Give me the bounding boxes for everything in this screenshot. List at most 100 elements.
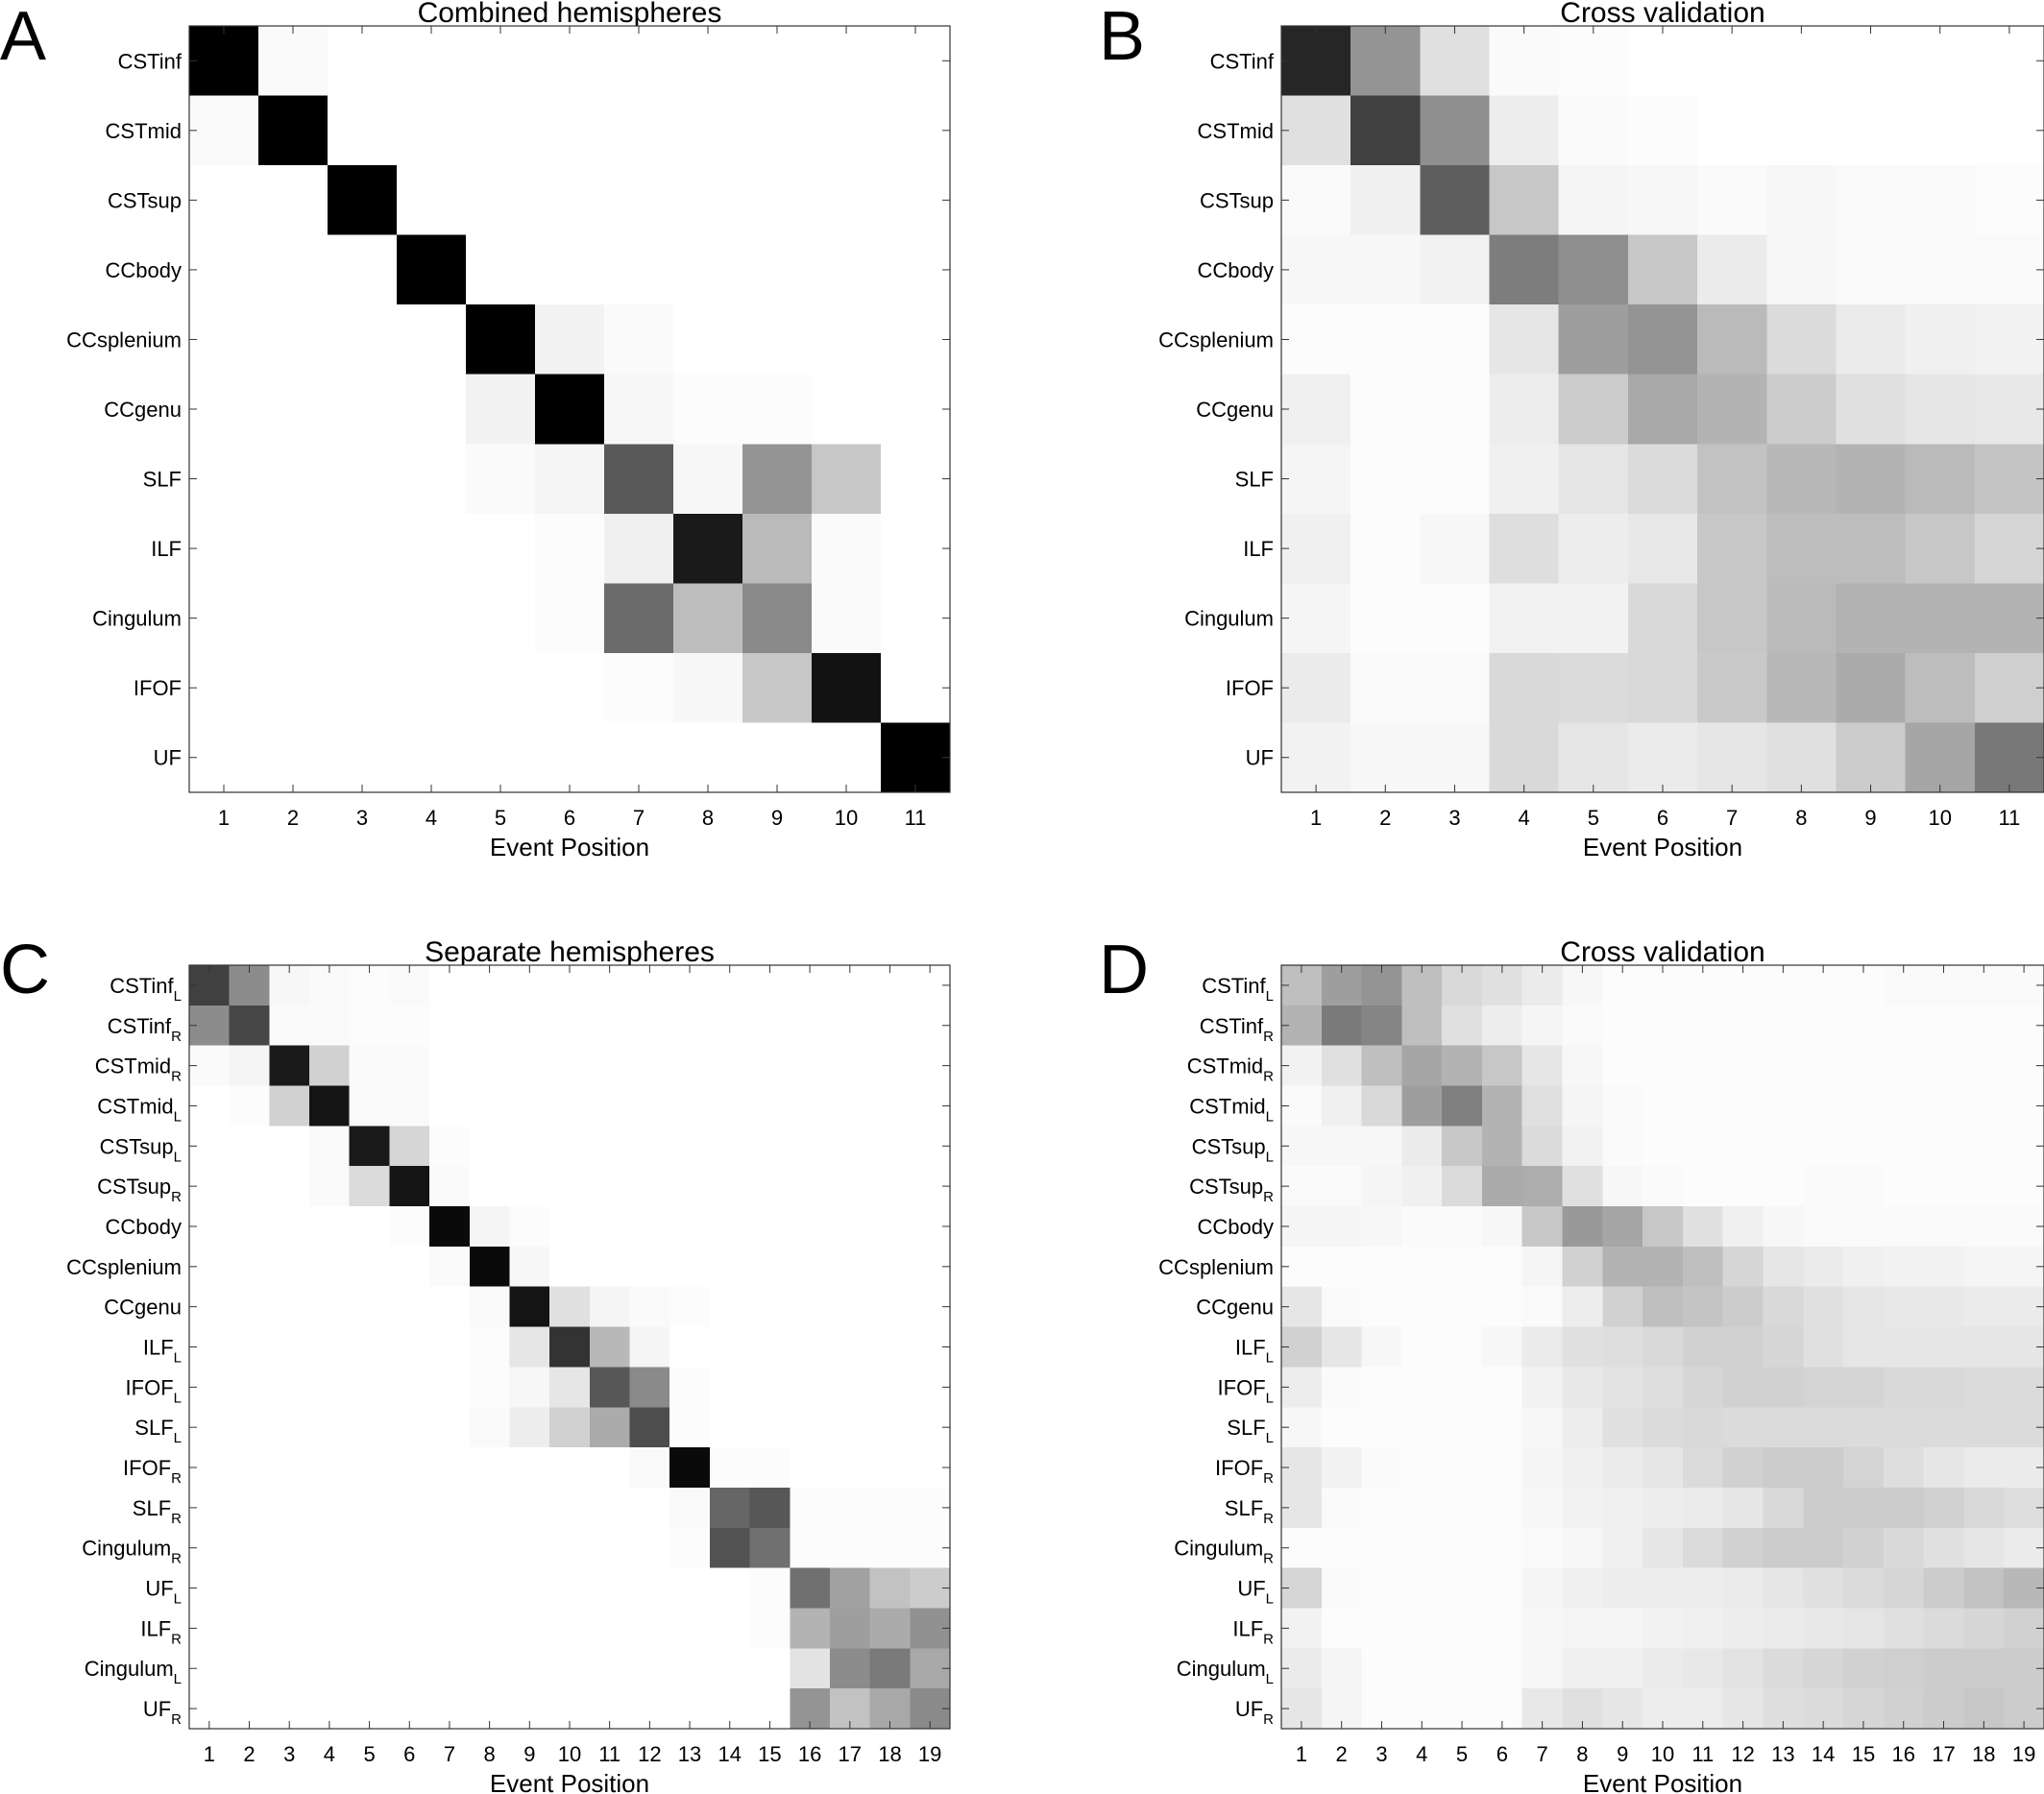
heatmap-cell bbox=[469, 1527, 511, 1569]
x-tick-label: 8 bbox=[1795, 806, 1807, 830]
y-tick-name: CCbody bbox=[1198, 258, 1274, 282]
heatmap-cell bbox=[269, 1447, 310, 1489]
y-tick-label: CSTinfR bbox=[108, 1014, 182, 1045]
heatmap-cell bbox=[1442, 1286, 1483, 1328]
heatmap-cell bbox=[1722, 1045, 1764, 1087]
heatmap-cell bbox=[869, 1527, 911, 1569]
heatmap-cell bbox=[469, 1608, 511, 1649]
heatmap-cell bbox=[869, 1005, 911, 1047]
heatmap-cell bbox=[742, 374, 813, 445]
heatmap-cell bbox=[1697, 444, 1767, 515]
y-tick-label: CCbody bbox=[1198, 1215, 1274, 1239]
heatmap-cell bbox=[1442, 1005, 1483, 1047]
heatmap-cell bbox=[349, 1648, 391, 1689]
heatmap-cell bbox=[829, 1608, 871, 1649]
y-tick-label: SLFL bbox=[134, 1416, 182, 1446]
heatmap-cell bbox=[1963, 1487, 2005, 1529]
x-tick-label: 6 bbox=[1657, 806, 1668, 830]
heatmap-cell bbox=[1836, 722, 1907, 793]
y-tick-subscript: L bbox=[1266, 1671, 1274, 1687]
heatmap-cell bbox=[829, 1447, 871, 1489]
y-tick-name: IFOF bbox=[1215, 1456, 1263, 1480]
heatmap-cell bbox=[535, 165, 605, 236]
heatmap-cell bbox=[1803, 1085, 1844, 1127]
heatmap-cell bbox=[869, 1085, 911, 1127]
heatmap-cell bbox=[469, 1005, 511, 1047]
heatmap-cell bbox=[709, 1367, 751, 1408]
heatmap-cell bbox=[1481, 1567, 1523, 1610]
heatmap-cell bbox=[1923, 1045, 1965, 1087]
heatmap-cell bbox=[669, 1326, 711, 1369]
x-tick-label: 2 bbox=[287, 806, 299, 830]
heatmap-cell bbox=[1974, 304, 2044, 376]
heatmap-cell bbox=[1697, 26, 1767, 97]
y-tick-label: CCgenu bbox=[104, 398, 182, 422]
heatmap-cell bbox=[258, 304, 328, 376]
heatmap-cell bbox=[1843, 1166, 1885, 1207]
heatmap-cell bbox=[258, 26, 328, 97]
heatmap-cell bbox=[629, 1085, 670, 1127]
heatmap-cell bbox=[1602, 1206, 1643, 1248]
heatmap-cell bbox=[742, 513, 813, 584]
heatmap-cell bbox=[629, 1527, 670, 1569]
heatmap-cell bbox=[429, 1126, 471, 1167]
y-tick-name: ILF bbox=[1243, 537, 1274, 561]
heatmap-cell bbox=[673, 95, 743, 166]
heatmap-cell bbox=[1602, 1487, 1643, 1529]
heatmap-cell bbox=[1963, 1005, 2005, 1047]
heatmap-cell bbox=[1763, 1447, 1804, 1489]
heatmap-cell bbox=[829, 1648, 871, 1689]
heatmap-cell bbox=[812, 95, 882, 166]
heatmap-cell bbox=[189, 165, 259, 236]
heatmap-cell bbox=[881, 513, 951, 584]
heatmap-cell bbox=[1722, 1567, 1764, 1610]
heatmap-cell bbox=[629, 1286, 670, 1328]
heatmap-cell bbox=[1682, 1527, 1724, 1569]
heatmap-cell bbox=[1401, 1447, 1443, 1489]
heatmap-cell bbox=[309, 1085, 351, 1127]
heatmap-cell bbox=[309, 1126, 351, 1167]
y-tick-subscript: L bbox=[1266, 1430, 1274, 1446]
heatmap-cell bbox=[1321, 1527, 1363, 1569]
heatmap-cell bbox=[389, 1608, 430, 1649]
heatmap-cell bbox=[349, 1567, 391, 1610]
heatmap-cell bbox=[749, 1286, 791, 1328]
heatmap-cell bbox=[709, 1608, 751, 1649]
heatmap-cell bbox=[1627, 234, 1698, 305]
heatmap-cell bbox=[1602, 1367, 1643, 1408]
y-tick-label: CingulumR bbox=[82, 1537, 182, 1567]
heatmap-cell bbox=[749, 1527, 791, 1569]
heatmap-cell bbox=[269, 1567, 310, 1610]
heatmap-cell bbox=[1521, 1005, 1564, 1047]
heatmap-cell bbox=[1923, 1407, 1965, 1448]
heatmap-cell bbox=[1420, 722, 1491, 793]
heatmap-cell bbox=[1521, 1407, 1564, 1448]
y-tick-name: CCsplenium bbox=[66, 1255, 182, 1279]
heatmap-cell bbox=[1602, 1005, 1643, 1047]
y-tick-name: SLF bbox=[134, 1416, 173, 1440]
heatmap-cell bbox=[589, 1085, 631, 1127]
heatmap-cell bbox=[1420, 95, 1491, 166]
heatmap-cell bbox=[229, 1567, 270, 1610]
heatmap-cell bbox=[535, 652, 605, 724]
heatmap-cell bbox=[549, 1085, 591, 1127]
heatmap-cell bbox=[1923, 1608, 1965, 1649]
heatmap-cell bbox=[1923, 1166, 1965, 1207]
x-tick-label: 14 bbox=[718, 1742, 741, 1766]
heatmap-cell bbox=[1602, 1567, 1643, 1610]
heatmap-cell bbox=[1722, 1407, 1764, 1448]
heatmap-cell bbox=[1682, 1206, 1724, 1248]
heatmap-cell bbox=[1602, 1648, 1643, 1689]
panel-b: B Cross validation CSTinf CSTmid CSTsup CCbod… bbox=[1099, 0, 2044, 861]
heatmap-cell bbox=[328, 722, 398, 793]
heatmap-cell bbox=[629, 1648, 670, 1689]
heatmap-cell bbox=[1963, 1648, 2005, 1689]
heatmap-cell bbox=[749, 1648, 791, 1689]
y-tick-subscript: L bbox=[1266, 1390, 1274, 1406]
heatmap-cell bbox=[829, 1045, 871, 1087]
heatmap-cell bbox=[1321, 1085, 1363, 1127]
y-tick-label: CSTmidL bbox=[97, 1094, 182, 1125]
heatmap-cell bbox=[1974, 652, 2044, 724]
heatmap-cell bbox=[1923, 1367, 1965, 1408]
heatmap-cell bbox=[1420, 26, 1491, 97]
